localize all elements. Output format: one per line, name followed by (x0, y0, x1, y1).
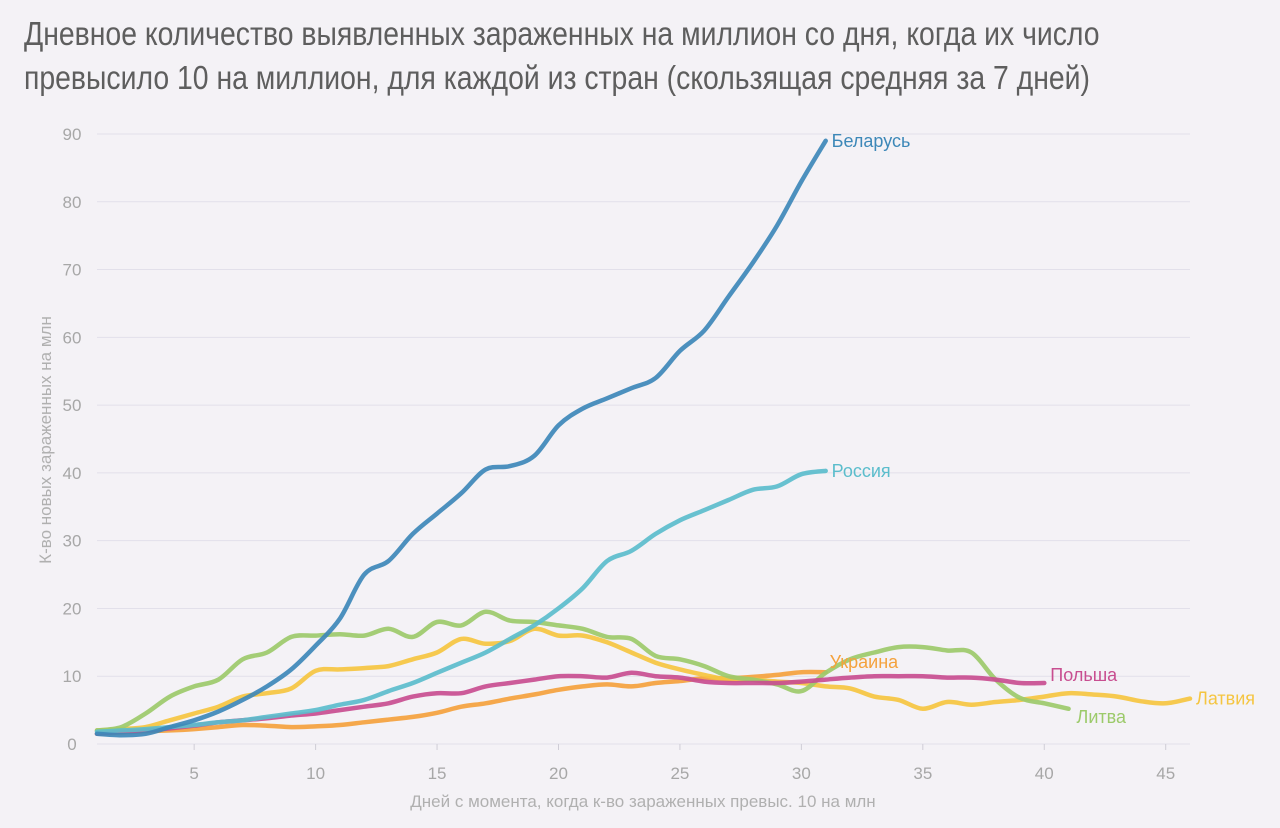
series-0-line (94, 138, 828, 738)
x-tick-label: 25 (670, 764, 689, 783)
x-tick-label: 10 (306, 764, 325, 783)
series-3-label: Латвия (1196, 689, 1255, 709)
series-2-label: Литва (1077, 707, 1127, 727)
y-axis-ticks: 0 10 20 30 40 50 60 70 80 90 (63, 125, 82, 754)
series-1-label: Россия (832, 461, 891, 481)
y-tick-label: 60 (63, 328, 82, 347)
series-labels: Украина Латвия Литва Польша Россия Беларусь (830, 131, 1255, 727)
x-axis-ticks: 5 10 15 20 25 30 35 40 45 (189, 744, 1175, 783)
y-tick-label: 10 (63, 667, 82, 686)
chart-title: Дневное количество выявленных зараженных… (24, 12, 1100, 100)
y-tick-label: 90 (63, 125, 82, 144)
x-tick-label: 30 (792, 764, 811, 783)
gridlines (97, 133, 1190, 745)
y-tick-label: 50 (63, 396, 82, 415)
series-5-line (94, 669, 828, 737)
x-tick-label: 15 (428, 764, 447, 783)
y-tick-label: 20 (63, 599, 82, 618)
x-axis-label: Дней с момента, когда к-во зараженных пр… (410, 792, 875, 811)
y-axis-label: К-во новых зараженных на млн (36, 316, 55, 564)
x-tick-label: 5 (189, 764, 198, 783)
series-5-label: Украина (830, 652, 900, 672)
series-1-line (94, 468, 828, 735)
chart-title-line-2: превысило 10 на миллион, для каждой из с… (24, 59, 1090, 96)
series-4-label: Польша (1050, 665, 1118, 685)
y-tick-label: 80 (63, 193, 82, 212)
series-0-label: Беларусь (832, 131, 911, 151)
x-tick-label: 45 (1156, 764, 1175, 783)
series-lines (94, 138, 1193, 738)
x-tick-label: 35 (913, 764, 932, 783)
series-3-line (94, 626, 1193, 733)
y-tick-label: 0 (67, 735, 76, 754)
chart-title-line-1: Дневное количество выявленных зараженных… (24, 15, 1100, 52)
x-tick-label: 20 (549, 764, 568, 783)
y-tick-label: 30 (63, 532, 82, 551)
y-tick-label: 40 (63, 464, 82, 483)
series-2-line (94, 609, 1071, 733)
x-tick-label: 40 (1035, 764, 1054, 783)
y-tick-label: 70 (63, 261, 82, 280)
